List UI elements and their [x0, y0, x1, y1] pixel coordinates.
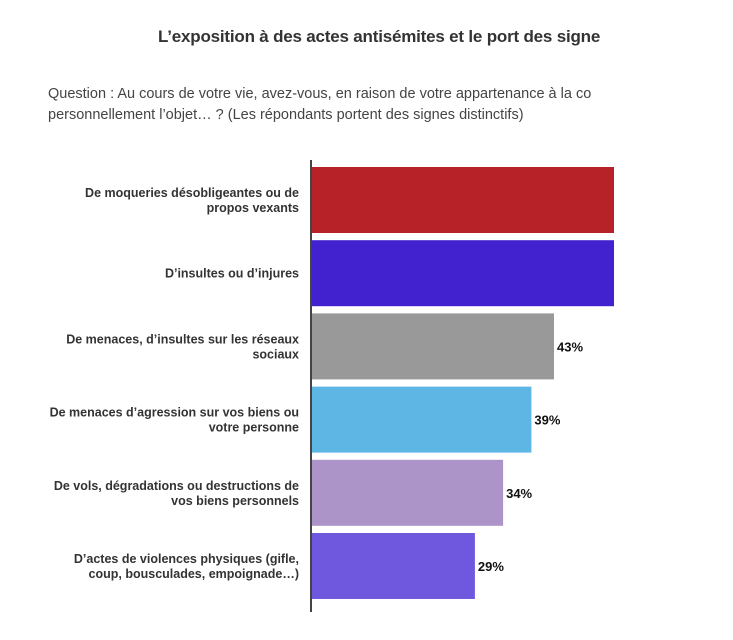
category-label-line: sociaux — [252, 347, 299, 361]
category-label-line: D’actes de violences physiques (gifle, — [74, 552, 299, 566]
category-label-6: D’actes de violences physiques (gifle, co… — [74, 552, 299, 581]
data-label-3: 43% — [557, 339, 583, 354]
bars-group — [311, 167, 614, 599]
data-label-6: 29% — [478, 559, 504, 574]
chart-subtitle: Question : Au cours de votre vie, avez-v… — [48, 84, 614, 126]
data-labels-group: 43% 39% 34% 29% — [478, 339, 584, 574]
subtitle-line-2: personnellement l’objet… ? (Les répondan… — [48, 107, 524, 123]
subtitle-line-1: Question : Au cours de votre vie, avez-v… — [48, 86, 592, 102]
category-label-line: vos biens personnels — [171, 494, 299, 508]
category-label-4: De menaces d’agression sur vos biens ou v… — [50, 406, 299, 435]
bar-4 — [311, 386, 532, 453]
bar-6 — [311, 533, 475, 599]
bar-1 — [311, 167, 614, 233]
bar-3 — [311, 313, 554, 380]
category-label-1: De moqueries désobligeantes ou de propos … — [85, 186, 299, 215]
category-label-line: propos vexants — [207, 201, 299, 215]
category-label-line: D’insultes ou d’injures — [165, 267, 299, 281]
chart-title: L’exposition à des actes antisémites et … — [158, 27, 601, 46]
category-label-2: D’insultes ou d’injures — [165, 267, 299, 281]
category-label-line: coup, bousculades, empoignade…) — [89, 567, 299, 581]
category-label-line: De vols, dégradations ou destructions de — [54, 479, 299, 493]
bar-2 — [311, 240, 614, 307]
data-label-5: 34% — [506, 486, 532, 501]
category-label-line: De menaces, d’insultes sur les réseaux — [66, 332, 299, 346]
category-label-line: De menaces d’agression sur vos biens ou — [50, 406, 299, 420]
category-labels-group: De moqueries désobligeantes ou de propos … — [50, 186, 299, 581]
chart-frame: L’exposition à des actes antisémites et … — [48, 27, 614, 612]
bar-chart: De moqueries désobligeantes ou de propos … — [50, 160, 614, 612]
category-label-line: votre personne — [209, 421, 299, 435]
category-label-3: De menaces, d’insultes sur les réseaux so… — [66, 332, 299, 361]
bar-5 — [311, 459, 504, 526]
category-label-5: De vols, dégradations ou destructions de… — [54, 479, 299, 508]
category-label-line: De moqueries désobligeantes ou de — [85, 186, 299, 200]
data-label-4: 39% — [534, 413, 560, 428]
